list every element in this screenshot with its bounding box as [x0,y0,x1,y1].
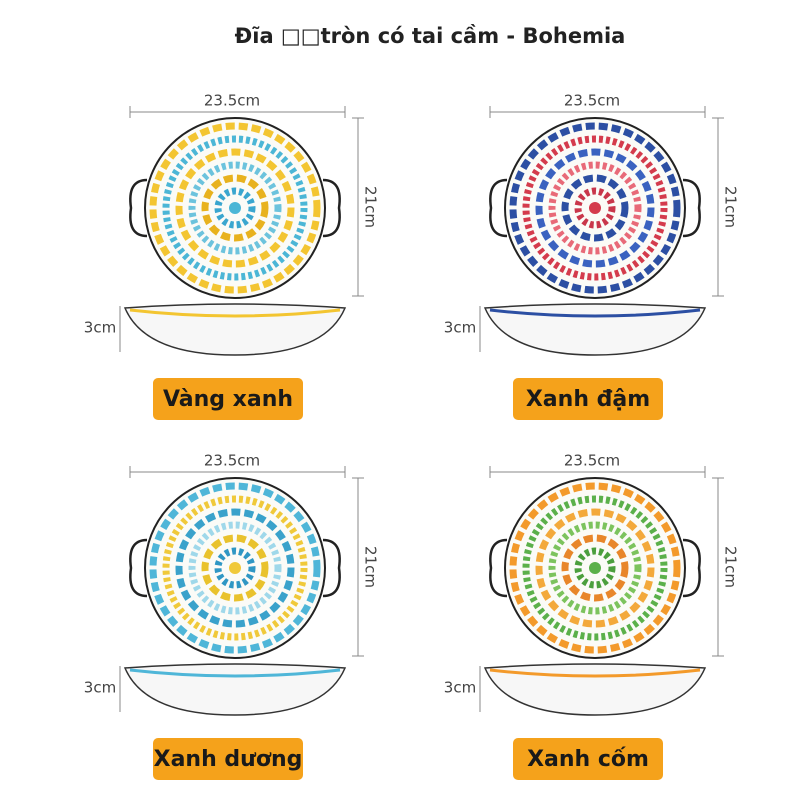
plate-pattern [522,495,668,641]
product-card: 23.5cm 21cm 3cm Vàng xanh [84,92,380,420]
height-label: 21cm [722,546,740,588]
plate-handle [489,538,508,598]
plate-handle [682,538,701,598]
plate-pattern [214,547,256,589]
plate-handle [129,178,148,238]
plate-handle [489,178,508,238]
plate-pattern [509,122,681,294]
plate-pattern [522,135,668,281]
height-label: 21cm [722,186,740,228]
height-label: 21cm [362,186,380,228]
plate-pattern [201,174,269,242]
plate-center [589,562,601,574]
plate-pattern [561,174,629,242]
plate-side [123,663,347,716]
plate-pattern [548,161,642,255]
plate-pattern [214,187,256,229]
plate-pattern [574,547,616,589]
plate-center [589,202,601,214]
plate-side-rim [129,668,341,678]
plate-pattern [162,135,308,281]
plate-side-rim [489,668,701,678]
plate-side [483,303,707,356]
plate-pattern [162,495,308,641]
product-name: Xanh đậm [526,387,650,412]
plate-pattern [535,148,655,268]
plate-pattern [561,534,629,602]
plate-pattern [548,521,642,615]
plate-pattern [509,482,681,654]
product-name: Vàng xanh [163,387,293,412]
name-badge [513,738,663,780]
plate-handle [322,538,341,598]
plate-pattern [175,508,295,628]
plate-pattern [149,122,321,294]
width-label: 23.5cm [204,452,260,470]
name-badge [153,738,303,780]
depth-label: 3cm [444,319,476,337]
product-name: Xanh cốm [527,747,649,772]
depth-label: 3cm [84,319,116,337]
plate-pattern [149,482,321,654]
plate-pattern [574,187,616,229]
plate-side-rim [129,308,341,318]
height-label: 21cm [362,546,380,588]
product-card: 23.5cm 21cm 3cm Xanh cốm [444,452,740,780]
name-badge [513,378,663,420]
plate-pattern [535,508,655,628]
plate-center [229,202,241,214]
plate-pattern [175,148,295,268]
plate-handle [682,178,701,238]
product-name: Xanh dương [154,747,303,772]
plate-pattern [188,161,282,255]
plate-pattern [188,521,282,615]
product-card: 23.5cm 21cm 3cm Xanh dương [84,452,380,780]
plate-side-rim [489,308,701,318]
depth-label: 3cm [84,679,116,697]
depth-label: 3cm [444,679,476,697]
plate-handle [129,538,148,598]
plate-center [229,562,241,574]
plate-side [123,303,347,356]
width-label: 23.5cm [564,452,620,470]
plate-pattern [201,534,269,602]
width-label: 23.5cm [204,92,260,110]
width-label: 23.5cm [564,92,620,110]
plate-handle [322,178,341,238]
plate-side [483,663,707,716]
name-badge [153,378,303,420]
title: Đĩa □□tròn có tai cầm - Bohemia [235,24,626,48]
product-card: 23.5cm 21cm 3cm Xanh đậm [444,92,740,420]
